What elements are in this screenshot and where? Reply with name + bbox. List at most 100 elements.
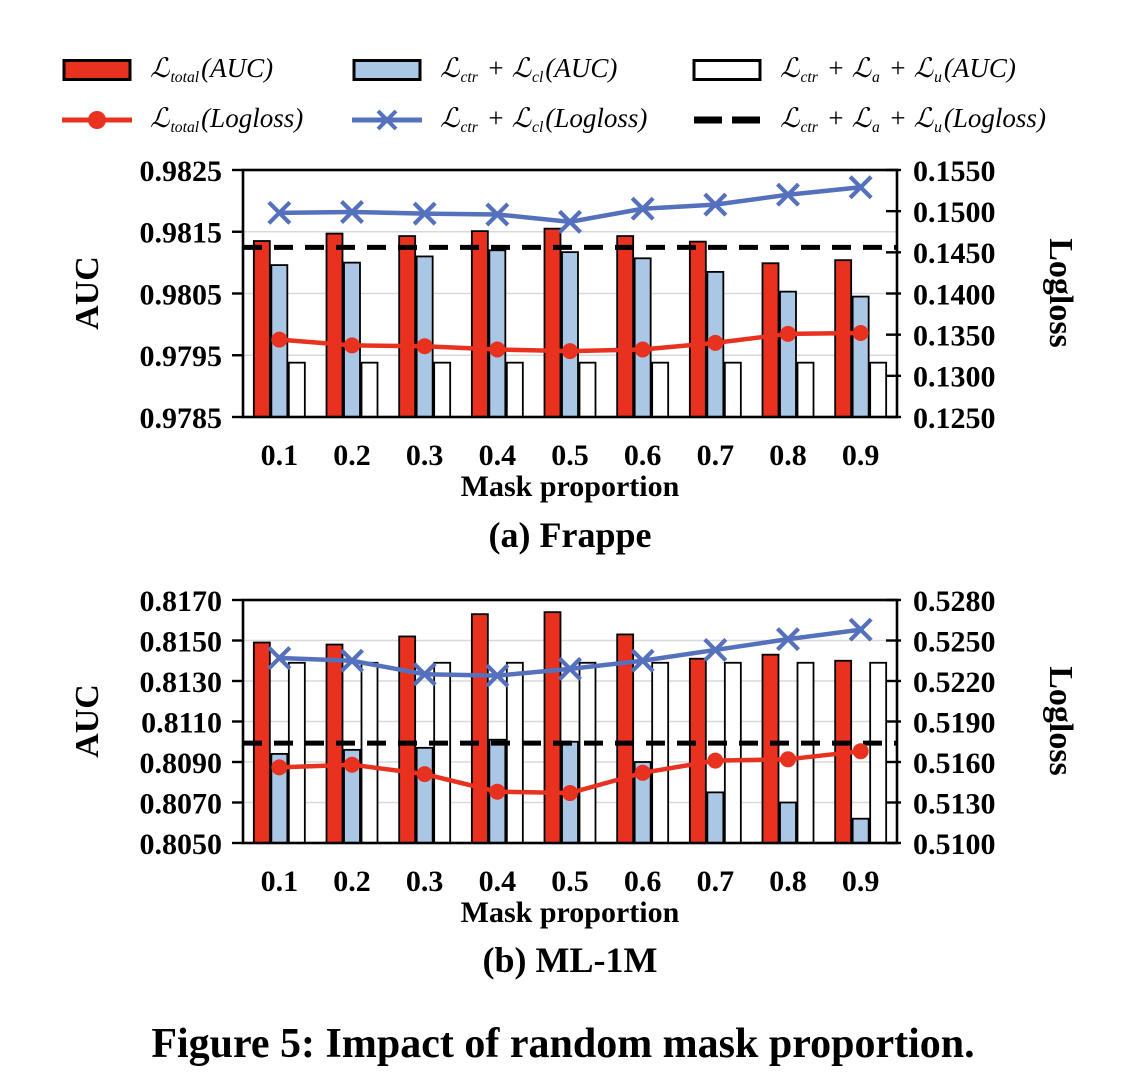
- legend-label-token: Logloss: [554, 102, 639, 133]
- bar-series0-x0.8: [761, 653, 780, 844]
- legend-item-total-logloss: ℒtotal(Logloss): [62, 104, 303, 135]
- frappe-caption: (a) Frappe: [489, 515, 652, 555]
- x-marker-x0.4: [485, 663, 510, 688]
- circle-marker-x0.2: [344, 756, 360, 773]
- bar-series2-x0.5: [578, 661, 597, 844]
- right-axis-tick-label: 0.5190: [913, 706, 996, 739]
- legend-label-token: AUC: [210, 52, 265, 83]
- legend-swatch-line-circle-icon: [62, 111, 132, 129]
- bar-series1-x0.3: [415, 746, 434, 844]
- x-marker-x0.2: [340, 200, 364, 224]
- circle-marker-x0.1: [271, 759, 288, 776]
- frappe-left-axis-title: AUC: [69, 256, 106, 330]
- legend-label-token: ℒ: [913, 52, 934, 83]
- right-axis-tick-label: 0.1400: [913, 278, 996, 311]
- figure-caption: Figure 5: Impact of random mask proporti…: [151, 1021, 975, 1067]
- bar-series1-x0.4: [488, 249, 507, 418]
- x-tick-label: 0.4: [479, 865, 517, 898]
- swatch-bar: [692, 59, 762, 81]
- bar-series2-x0.5: [578, 361, 597, 418]
- left-axis-tick-label: 0.9785: [140, 402, 223, 435]
- bar-series0-x0.7: [688, 240, 707, 418]
- legend-swatch-black-dashes: [692, 107, 762, 133]
- circle-marker-x0.3: [416, 338, 433, 355]
- x-marker-x0.6: [630, 196, 655, 221]
- legend-label-token: ): [1036, 102, 1046, 133]
- bar-series2-x0.7: [723, 661, 742, 844]
- legend-label-token: +: [881, 102, 914, 133]
- bar-series0-x0.4: [470, 613, 489, 844]
- circle-marker-x0.5: [562, 785, 578, 802]
- circle-marker-x0.7: [707, 334, 724, 351]
- legend-label-ctr-cl-logloss: ℒctr + ℒcl(Logloss): [440, 102, 647, 136]
- x-marker-x0.5: [558, 209, 582, 234]
- legend-label-token: ): [264, 52, 274, 83]
- left-axis-tick-label: 0.8170: [140, 585, 223, 618]
- circle-marker-x0.1: [271, 331, 288, 348]
- legend-label-token: u: [934, 118, 942, 136]
- swatch-circle-marker: [88, 111, 106, 129]
- x-tick-label: 0.4: [479, 439, 517, 472]
- legend-label-token: Logloss: [952, 102, 1037, 133]
- circle-marker-x0.9: [852, 743, 869, 760]
- right-axis-tick-label: 0.5220: [913, 666, 996, 699]
- bar-series2-x0.3: [433, 661, 452, 844]
- legend-label-token: (: [943, 102, 953, 133]
- legend-label-ctr-cl-auc: ℒctr + ℒcl(AUC): [440, 52, 617, 86]
- x-marker-x0.5: [558, 656, 582, 681]
- left-axis-tick-label: 0.8070: [140, 787, 223, 820]
- x-tick-label: 0.7: [697, 439, 735, 472]
- legend-item-ctr-a-u-logloss: ℒctr + ℒa + ℒu(Logloss): [692, 102, 1046, 136]
- swatch-bar: [62, 59, 132, 81]
- legend-label-token: a: [872, 68, 880, 86]
- left-axis-tick-label: 0.9805: [140, 278, 223, 311]
- legend-label-token: ℒ: [440, 52, 460, 83]
- legend-label-token: ℒ: [511, 102, 532, 133]
- circle-marker-x0.7: [707, 752, 724, 769]
- x-marker-x0.1: [267, 646, 292, 671]
- bar-series0-x0.4: [470, 230, 489, 418]
- bar-series2-x0.8: [796, 661, 815, 844]
- x-tick-label: 0.9: [842, 865, 880, 898]
- left-axis-tick-label: 0.8150: [140, 625, 223, 658]
- x-tick-label: 0.3: [406, 865, 444, 898]
- x-tick-label: 0.5: [551, 865, 589, 898]
- legend-label-token: (: [545, 52, 555, 83]
- bar-series1-x0.6: [633, 257, 652, 418]
- chart-ml1m: 0.8050 0.8070 0.8090 0.8110 0.8130 0.8150 0.81…: [69, 585, 1079, 980]
- bar-series1-x0.3: [415, 255, 434, 418]
- ml1m-left-axis-title: AUC: [69, 684, 106, 758]
- right-axis-tick-label: 0.5100: [913, 828, 996, 861]
- right-axis-tick-label: 0.1250: [913, 402, 996, 435]
- legend-label-token: +: [479, 52, 512, 83]
- right-axis-tick-label: 0.1500: [913, 196, 996, 229]
- legend-label-token: (: [201, 52, 211, 83]
- chart-frappe: 0.9785 0.9795 0.9805 0.9815 0.9825 0.1250 0.13…: [69, 155, 1079, 555]
- bar-series2-x0.9: [869, 661, 888, 844]
- x-marker-x0.2: [340, 648, 364, 673]
- x-marker-x0.7: [703, 637, 728, 662]
- x-marker-x0.9: [848, 617, 873, 642]
- bar-series0-x0.9: [834, 259, 853, 418]
- right-axis-tick-label: 0.5250: [913, 625, 996, 658]
- legend-item-ctr-cl-logloss: ℒctr + ℒcl(Logloss): [352, 102, 647, 136]
- bar-series0-x0.3: [398, 635, 417, 844]
- legend-swatch-line-x-icon: [352, 109, 422, 131]
- bar-series2-x0.2: [360, 361, 379, 418]
- x-marker-x0.8: [776, 627, 800, 652]
- x-tick-label: 0.6: [624, 865, 662, 898]
- bar-series0-x0.5: [543, 611, 562, 844]
- ml1m-right-axis-title: Logloss: [1042, 666, 1079, 776]
- circle-marker-x0.3: [416, 766, 433, 783]
- bar-series2-x0.3: [433, 361, 452, 418]
- legend-swatch-red-bar: [62, 57, 132, 83]
- x-marker-x0.6: [630, 648, 655, 673]
- x-marker-x0.3: [412, 201, 437, 226]
- circle-marker-x0.4: [489, 341, 506, 358]
- left-axis-tick-label: 0.9795: [140, 340, 223, 373]
- x-tick-label: 0.6: [624, 439, 662, 472]
- blue-logloss-line: [279, 185, 861, 225]
- bar-series0-x0.5: [543, 227, 562, 418]
- legend-label-token: ): [1006, 52, 1016, 83]
- circle-marker-x0.8: [780, 751, 796, 768]
